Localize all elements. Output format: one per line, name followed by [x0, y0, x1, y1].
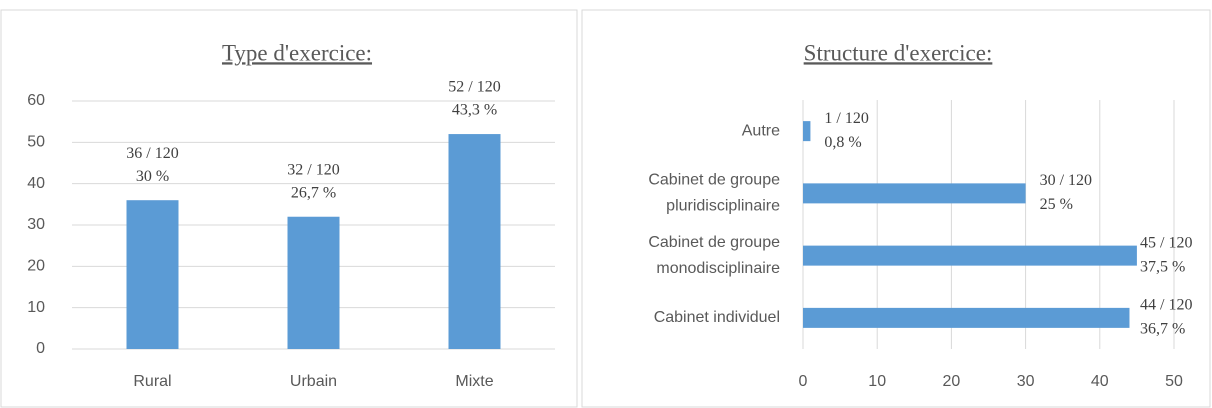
- bar: [287, 216, 340, 349]
- data-label: 45 / 120: [1140, 234, 1192, 251]
- x-tick-label: Rural: [133, 373, 171, 390]
- data-label: 43,3 %: [452, 102, 497, 119]
- data-label: 30 %: [136, 168, 169, 185]
- x-tick-label: Urbain: [290, 373, 337, 390]
- x-tick-label: 50: [1165, 373, 1183, 390]
- panel-right: [581, 9, 1211, 408]
- data-label: 36,7 %: [1140, 321, 1185, 338]
- x-tick-label: 20: [943, 373, 961, 390]
- y-tick-label: 0: [36, 340, 45, 357]
- y-tick-label: Cabinet de groupe: [648, 172, 780, 189]
- data-label: 26,7 %: [291, 184, 336, 201]
- y-tick-label: Autre: [742, 122, 780, 139]
- bar: [803, 307, 1130, 328]
- bar: [803, 183, 1026, 204]
- data-label: 32 / 120: [287, 161, 339, 178]
- data-label: 25 %: [1040, 196, 1073, 213]
- y-tick-label: 40: [27, 175, 45, 192]
- chart-title: Type d'exercice:: [222, 40, 372, 65]
- data-label: 1 / 120: [824, 110, 868, 127]
- bar: [803, 121, 811, 142]
- y-tick-label: Cabinet individuel: [654, 309, 780, 326]
- x-tick-label: Mixte: [455, 373, 493, 390]
- x-tick-label: 30: [1017, 373, 1035, 390]
- bar: [448, 134, 501, 349]
- bar: [126, 200, 179, 349]
- data-label: 44 / 120: [1140, 297, 1192, 314]
- y-tick-label: 60: [27, 92, 45, 109]
- y-tick-label: pluridisciplinaire: [666, 198, 780, 215]
- x-tick-label: 40: [1091, 373, 1109, 390]
- y-tick-label: 10: [27, 299, 45, 316]
- x-tick-label: 10: [868, 373, 886, 390]
- data-label: 0,8 %: [824, 134, 861, 151]
- data-label: 30 / 120: [1040, 172, 1092, 189]
- data-label: 36 / 120: [126, 145, 178, 162]
- y-tick-label: 50: [27, 134, 45, 151]
- x-tick-label: 0: [799, 373, 808, 390]
- chart-title: Structure d'exercice:: [804, 40, 993, 65]
- y-tick-label: 30: [27, 216, 45, 233]
- y-tick-label: 20: [27, 258, 45, 275]
- y-tick-label: Cabinet de groupe: [648, 234, 780, 251]
- y-tick-label: monodisciplinaire: [656, 260, 780, 277]
- bar: [803, 245, 1137, 266]
- panel-left: [0, 9, 578, 408]
- data-label: 37,5 %: [1140, 258, 1185, 275]
- data-label: 52 / 120: [448, 79, 500, 96]
